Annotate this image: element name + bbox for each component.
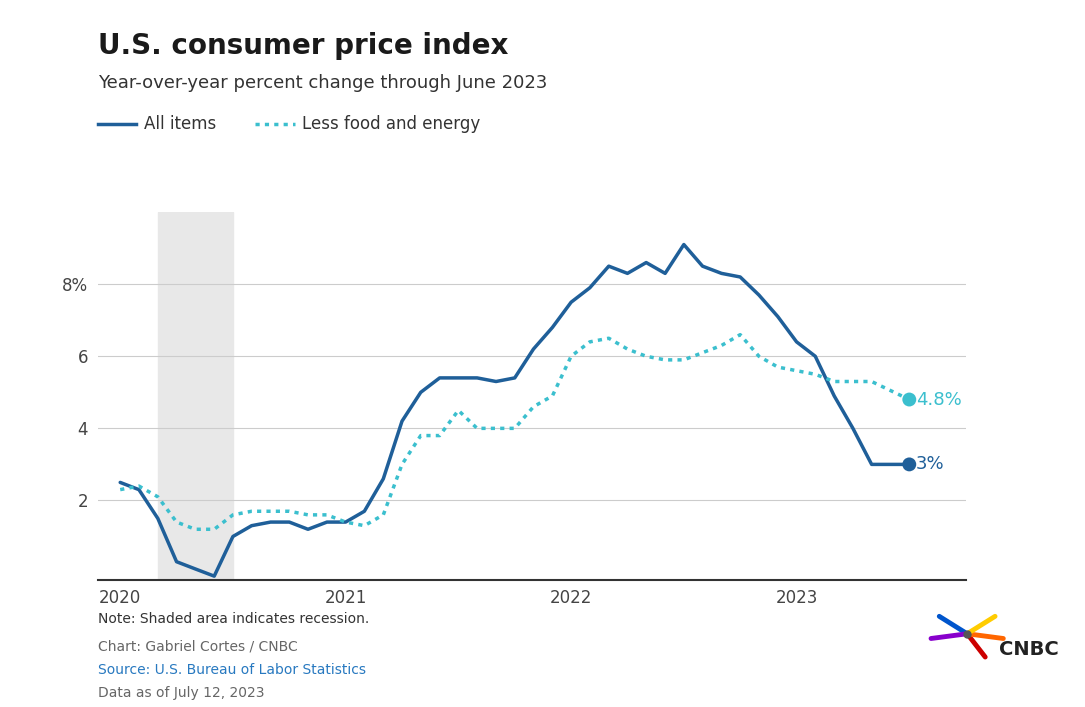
Text: CNBC: CNBC [999,640,1059,659]
Bar [157,212,233,580]
Text: Data as of July 12, 2023: Data as of July 12, 2023 [98,686,264,701]
Text: Year-over-year percent change through June 2023: Year-over-year percent change through Ju… [98,74,547,92]
Point [901,394,918,405]
Text: Chart: Gabriel Cortes / CNBC: Chart: Gabriel Cortes / CNBC [98,640,297,654]
Text: Less food and energy: Less food and energy [302,115,480,133]
Text: Note: Shaded area indicates recession.: Note: Shaded area indicates recession. [98,612,369,626]
Text: All items: All items [144,115,217,133]
Point [901,459,918,470]
Text: 3%: 3% [916,455,945,474]
Text: Source: U.S. Bureau of Labor Statistics: Source: U.S. Bureau of Labor Statistics [98,663,366,677]
Text: U.S. consumer price index: U.S. consumer price index [98,32,508,60]
Text: 4.8%: 4.8% [916,390,961,409]
